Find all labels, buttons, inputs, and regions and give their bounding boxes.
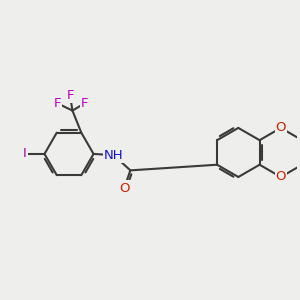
Text: F: F: [81, 97, 88, 110]
Text: NH: NH: [104, 149, 124, 162]
Text: O: O: [119, 182, 130, 194]
Text: F: F: [53, 97, 61, 110]
Text: O: O: [276, 122, 286, 134]
Text: I: I: [23, 147, 27, 161]
Text: O: O: [276, 170, 286, 184]
Text: F: F: [66, 89, 74, 102]
